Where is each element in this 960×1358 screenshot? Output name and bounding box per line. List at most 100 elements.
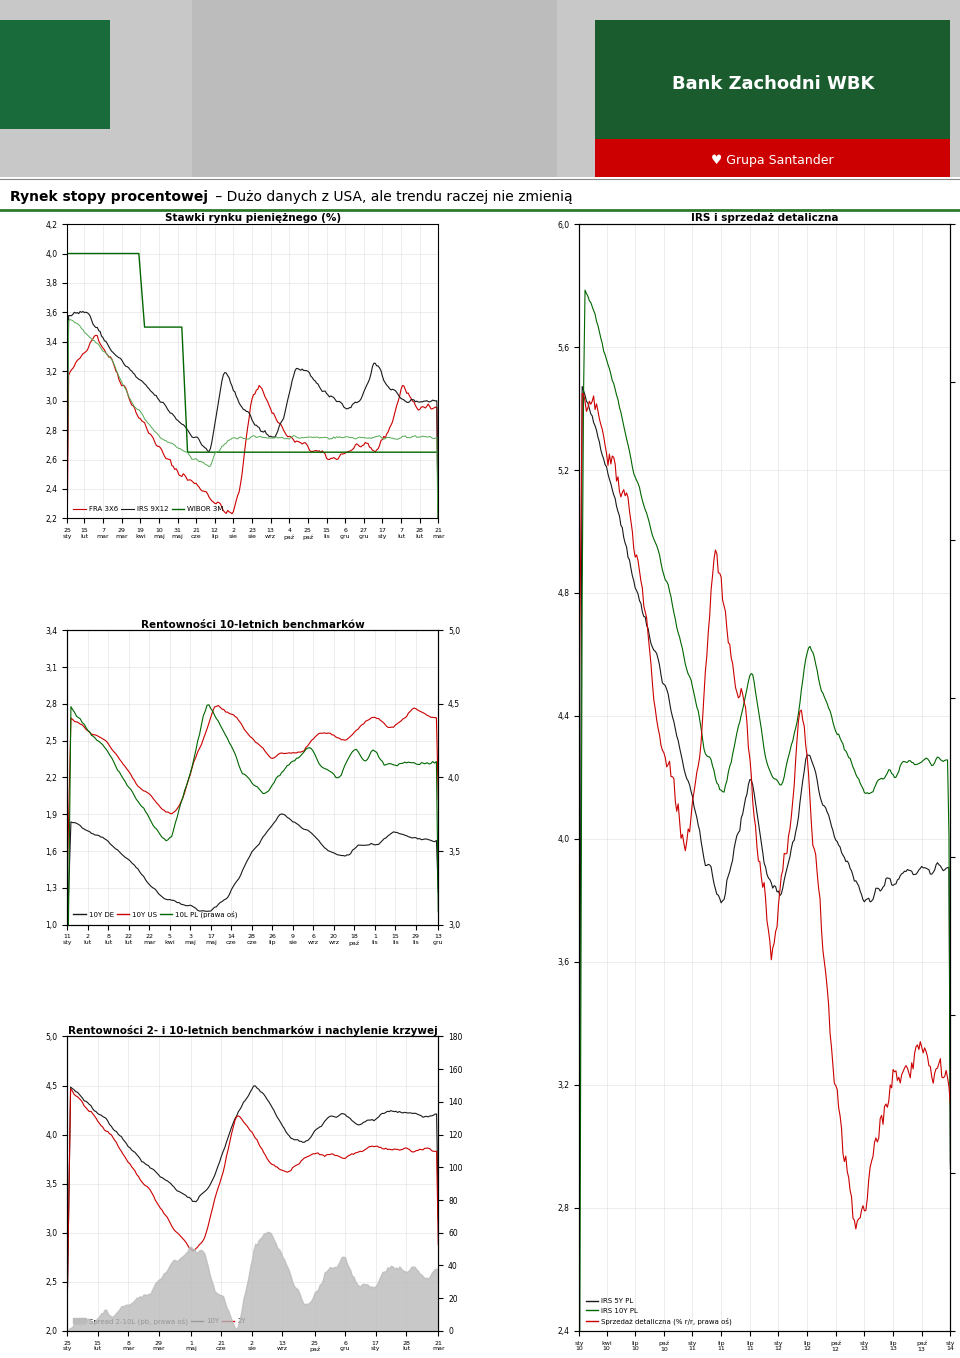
10Y DE <box>84 823 95 839</box>
Line: WIBOR 3M: WIBOR 3M <box>67 254 439 452</box>
10L PL (prawa oś) <box>204 697 215 713</box>
WIBOR 3M <box>433 444 444 460</box>
10L PL (prawa oś) <box>433 904 444 921</box>
WIBOR 3M <box>219 444 230 460</box>
10Y US <box>77 717 88 733</box>
2Y <box>261 1150 273 1167</box>
2Y <box>61 1298 73 1315</box>
Sprzedaż detaliczna (% r/r, prawa oś) <box>619 488 631 504</box>
IRS 5Y PL <box>573 1217 585 1233</box>
IRS 9X12 <box>218 367 229 383</box>
Title: Rentowności 2- i 10-letnich benchmarków i nachylenie krzywej: Rentowności 2- i 10-letnich benchmarków … <box>68 1025 438 1036</box>
10Y <box>170 1181 181 1198</box>
Bar <box>0 20 110 129</box>
FRA 3X6 <box>116 378 128 394</box>
IRS 9X12 <box>108 345 119 361</box>
10Y US <box>416 703 427 720</box>
10Y <box>163 1173 175 1190</box>
IRS 10Y PL <box>619 424 631 440</box>
Line: 10Y: 10Y <box>67 1086 439 1306</box>
IRS 5Y PL <box>628 573 639 589</box>
10Y DE <box>416 831 427 847</box>
IRS 10Y PL <box>929 755 941 771</box>
Text: – Dużo danych z USA, ale trendu raczej nie zmienią: – Dużo danych z USA, ale trendu raczej n… <box>211 190 573 204</box>
Bar <box>192 0 557 177</box>
Line: 10L PL (prawa oś): 10L PL (prawa oś) <box>67 705 439 1035</box>
10L PL (prawa oś) <box>131 790 142 807</box>
Sprzedaż detaliczna (% r/r, prawa oś) <box>732 684 743 701</box>
WIBOR 3M <box>218 444 229 460</box>
10Y US <box>402 705 414 721</box>
IRS 9X12 <box>362 375 373 391</box>
Legend: FRA 3X6, IRS 9X12, WIBOR 3M: FRA 3X6, IRS 9X12, WIBOR 3M <box>71 504 227 515</box>
WIBOR 3M <box>417 444 428 460</box>
Sprzedaż detaliczna (% r/r, prawa oś) <box>876 1107 887 1123</box>
2Y <box>433 1237 444 1253</box>
2Y <box>376 1141 388 1157</box>
10Y DE <box>402 828 414 845</box>
2Y <box>172 1225 183 1241</box>
10L PL (prawa oś) <box>160 832 172 849</box>
Line: 10Y US: 10Y US <box>67 706 439 881</box>
10Y <box>376 1105 388 1122</box>
FRA 3X6 <box>108 354 119 371</box>
IRS 5Y PL <box>730 834 741 850</box>
Legend: Spread 2-10L (pb, prawa oś), 10Y, 2Y: Spread 2-10L (pb, prawa oś), 10Y, 2Y <box>71 1315 249 1327</box>
Sprzedaż detaliczna (% r/r, prawa oś) <box>628 540 639 557</box>
10Y <box>250 1078 261 1095</box>
10Y <box>389 1104 400 1120</box>
Line: IRS 10Y PL: IRS 10Y PL <box>579 291 950 1358</box>
10Y US <box>212 698 224 714</box>
2Y <box>165 1215 177 1232</box>
10L PL (prawa oś) <box>402 754 414 770</box>
10Y US <box>131 775 142 792</box>
IRS 10Y PL <box>730 732 741 748</box>
10Y US <box>61 873 73 889</box>
WIBOR 3M <box>362 444 373 460</box>
10L PL (prawa oś) <box>84 724 95 740</box>
Text: Bank Zachodni WBK: Bank Zachodni WBK <box>672 75 874 94</box>
FRA 3X6 <box>61 524 73 540</box>
Line: IRS 9X12: IRS 9X12 <box>67 311 439 547</box>
Bar <box>595 20 950 143</box>
IRS 5Y PL <box>929 862 941 879</box>
IRS 5Y PL <box>945 1160 956 1176</box>
IRS 9X12 <box>417 394 428 410</box>
IRS 9X12 <box>61 482 73 498</box>
WIBOR 3M <box>61 246 73 262</box>
WIBOR 3M <box>181 444 193 460</box>
Line: FRA 3X6: FRA 3X6 <box>67 335 439 551</box>
10Y US <box>160 804 172 820</box>
FRA 3X6 <box>219 504 230 520</box>
10Y <box>433 1209 444 1225</box>
10Y DE <box>77 820 88 837</box>
IRS 5Y PL <box>576 379 588 395</box>
10Y US <box>433 792 444 808</box>
10Y DE <box>160 891 172 907</box>
IRS 9X12 <box>219 364 230 380</box>
10Y DE <box>433 884 444 900</box>
IRS 10Y PL <box>875 771 886 788</box>
10Y <box>61 1298 73 1315</box>
Line: IRS 5Y PL: IRS 5Y PL <box>579 387 950 1225</box>
WIBOR 3M <box>106 246 117 262</box>
10L PL (prawa oś) <box>61 1027 73 1043</box>
WIBOR 3M <box>114 246 126 262</box>
IRS 10Y PL <box>628 466 639 482</box>
Bar <box>0 0 960 177</box>
Bar <box>595 139 950 177</box>
10L PL (prawa oś) <box>416 755 427 771</box>
Title: Rentowności 10-letnich benchmarków: Rentowności 10-letnich benchmarków <box>141 619 365 630</box>
2Y <box>396 1142 407 1158</box>
Sprzedaż detaliczna (% r/r, prawa oś) <box>730 679 741 695</box>
IRS 5Y PL <box>875 883 886 899</box>
Bar <box>0 177 960 1358</box>
Title: IRS i sprzedaż detaliczna: IRS i sprzedaż detaliczna <box>691 213 839 223</box>
10Y DE <box>131 860 142 876</box>
IRS 10Y PL <box>732 725 743 741</box>
IRS 9X12 <box>77 303 88 319</box>
Legend: 10Y DE, 10Y US, 10L PL (prawa oś): 10Y DE, 10Y US, 10L PL (prawa oś) <box>71 909 240 921</box>
IRS 9X12 <box>433 539 444 555</box>
10L PL (prawa oś) <box>77 714 88 731</box>
10Y DE <box>61 926 73 942</box>
